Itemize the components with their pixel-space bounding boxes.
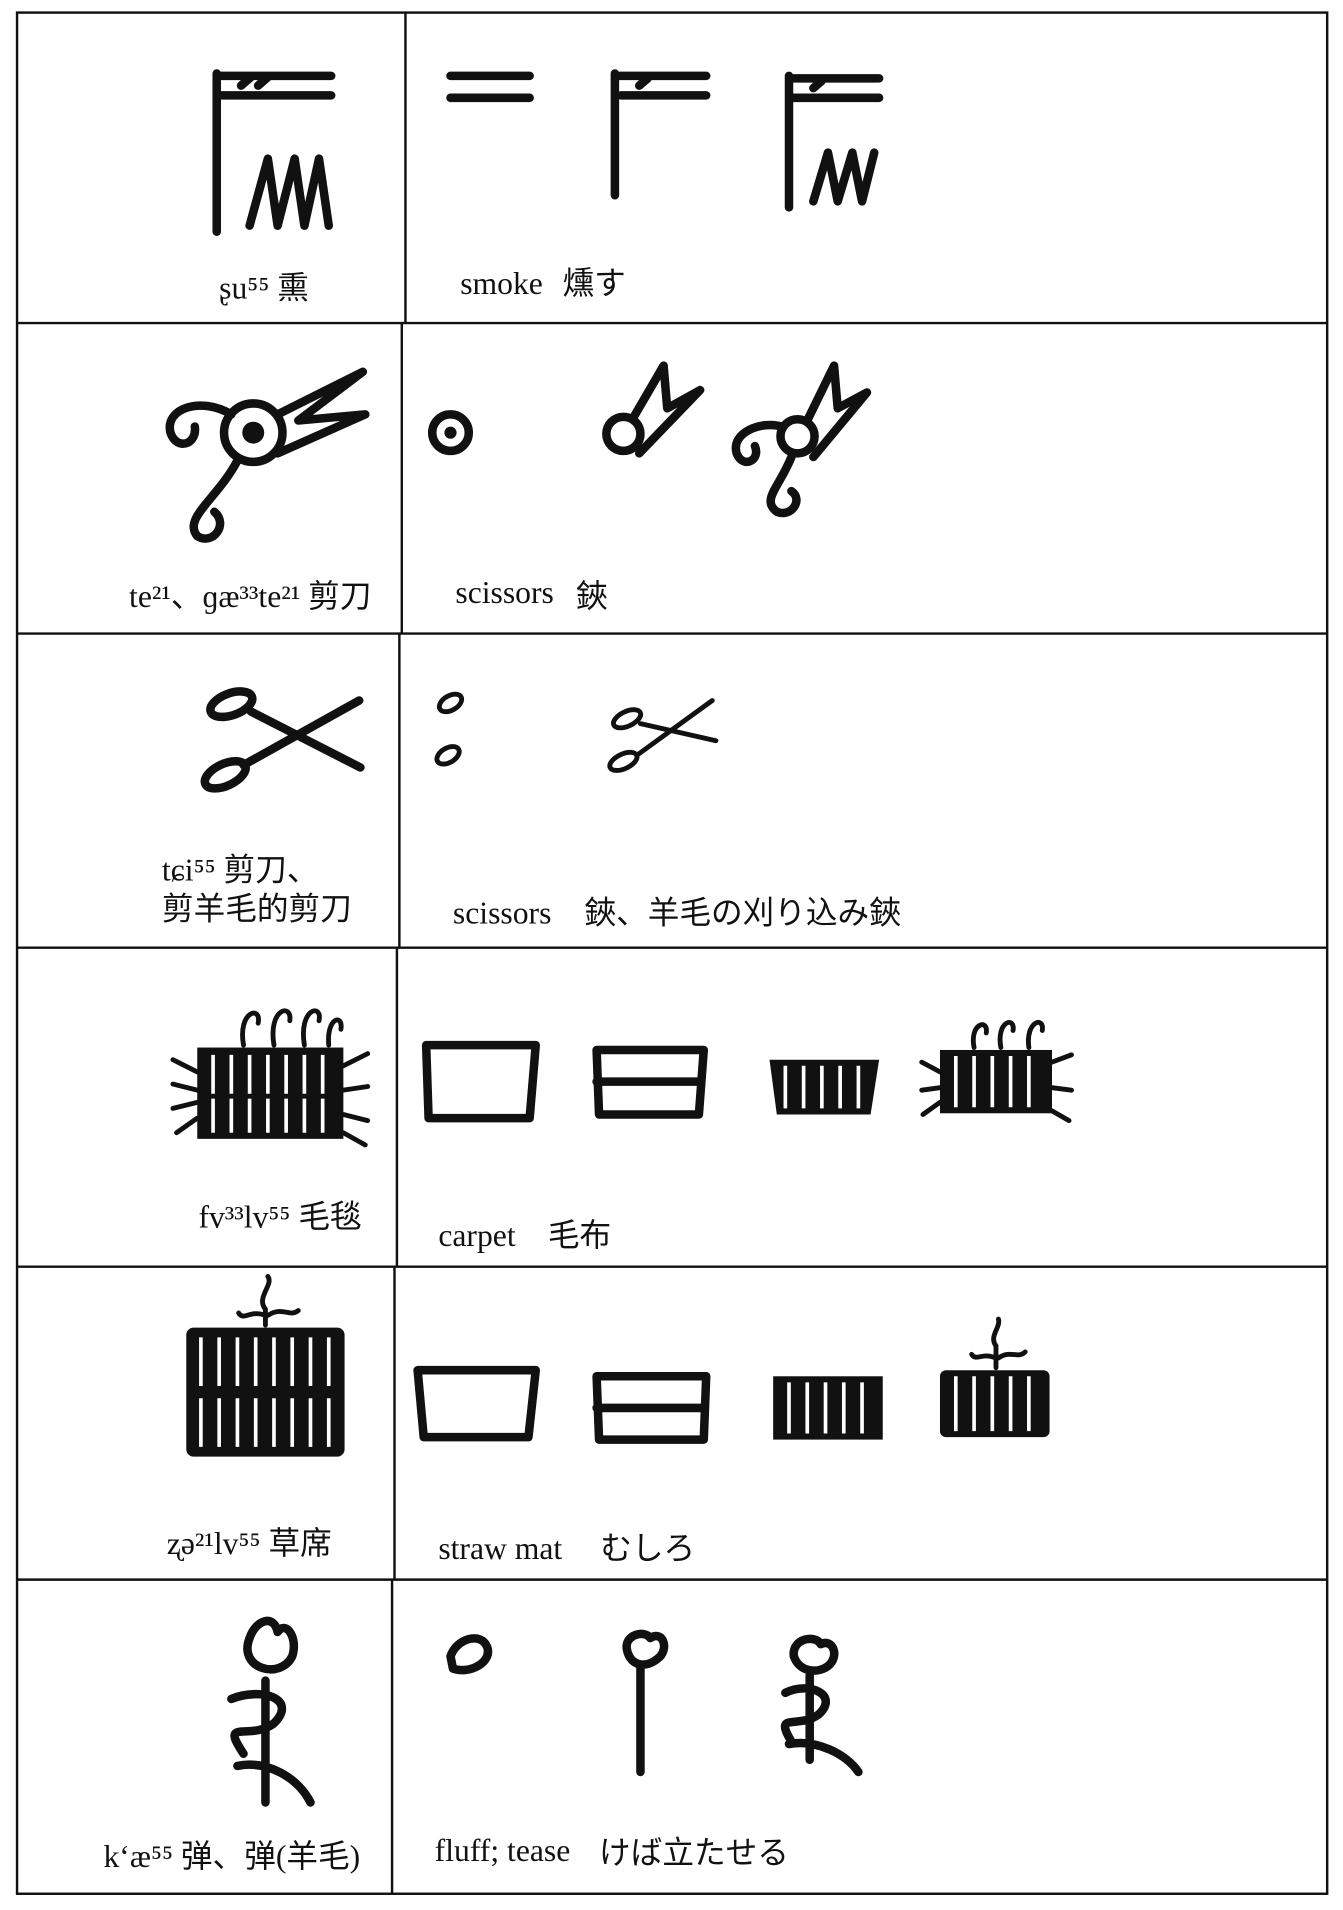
pictograph: [197, 1047, 344, 1139]
pictograph: [434, 744, 462, 767]
japanese-gloss: けば立たせる: [599, 1835, 789, 1870]
pictograph: [444, 426, 457, 439]
japanese-gloss: 毛布: [548, 1218, 611, 1253]
pictograph: [236, 1274, 301, 1328]
gloss: scissors: [455, 575, 553, 610]
pictograph: [939, 1049, 1052, 1114]
japanese-gloss: 燻す: [563, 266, 626, 301]
pictograph: [219, 399, 287, 467]
pictograph: [769, 1059, 880, 1115]
pictograph: [446, 71, 534, 103]
pictograph: [776, 414, 819, 458]
pictograph: [186, 1327, 345, 1457]
pictograph: [239, 696, 365, 772]
pictograph: [953, 1376, 1031, 1432]
reading: tɕi⁵⁵ 剪刀、: [162, 853, 319, 888]
pictograph: [607, 749, 640, 773]
pictograph: [212, 69, 336, 237]
japanese-gloss: 鋏、羊毛の刈り込み鋏: [584, 895, 900, 930]
pictograph: [953, 1056, 1031, 1108]
pictographs-straw-mat: [186, 1274, 1050, 1457]
gloss: fluff; tease: [435, 1833, 571, 1868]
pictograph: [787, 1382, 864, 1434]
pictograph: [919, 1019, 1074, 1124]
table-rules: [15, 11, 1329, 1895]
pictograph: [939, 1370, 1050, 1438]
pictographs-scissors: [165, 361, 872, 543]
pictograph: [784, 71, 884, 212]
pictographs-carpet: [170, 1008, 1074, 1148]
gloss: scissors: [453, 895, 551, 930]
pictograph: [413, 1365, 541, 1442]
pictograph: [592, 1372, 711, 1444]
japanese-gloss: むしろ: [600, 1531, 695, 1566]
pictograph: [780, 1634, 863, 1777]
row-dividers: [17, 321, 1328, 1581]
pictograph: [170, 1008, 371, 1148]
pictograph: [199, 1337, 331, 1447]
reading: ʐə²¹lv⁵⁵ 草席: [167, 1526, 332, 1561]
column-divider: [390, 12, 407, 1894]
reading: kʻæ⁵⁵ 弹、弹(羊毛): [103, 1839, 360, 1874]
reading: te²¹、ɡæ³³te²¹ 剪刀: [129, 579, 371, 614]
pictograph: [436, 691, 465, 715]
pictograph: [773, 1376, 883, 1440]
pictograph: [206, 687, 257, 722]
pictograph: [421, 1040, 541, 1123]
pictograph: [592, 1045, 709, 1119]
japanese-gloss: 鋏: [576, 579, 608, 614]
reading: fv³³lv⁵⁵ 毛毯: [198, 1200, 361, 1235]
pictograph: [611, 707, 644, 731]
pictograph: [446, 1634, 493, 1675]
pictograph: [602, 412, 645, 456]
pictograph: [427, 410, 474, 456]
pictograph: [227, 1616, 315, 1807]
pictograph: [628, 361, 705, 458]
pictograph: [731, 361, 872, 518]
pictograph: [969, 1316, 1028, 1371]
pictograph: [242, 421, 265, 444]
reading: ʂu⁵⁵ 熏: [219, 271, 309, 306]
gloss: smoke: [460, 266, 543, 301]
gloss: straw mat: [438, 1531, 562, 1566]
pictograph: [610, 69, 711, 200]
pictographs-shears: [200, 687, 719, 793]
gloss: carpet: [438, 1218, 515, 1253]
pictograph: [634, 698, 719, 758]
pictograph: [783, 1065, 861, 1109]
pictographs-smoke: [212, 69, 884, 237]
pictograph: [622, 1629, 669, 1777]
reading: 剪羊毛的剪刀: [162, 892, 352, 927]
pictographs-fluff: [227, 1616, 863, 1807]
pictograph: [211, 1054, 325, 1133]
table-border: [15, 11, 1329, 1895]
pictograph: [165, 367, 370, 543]
